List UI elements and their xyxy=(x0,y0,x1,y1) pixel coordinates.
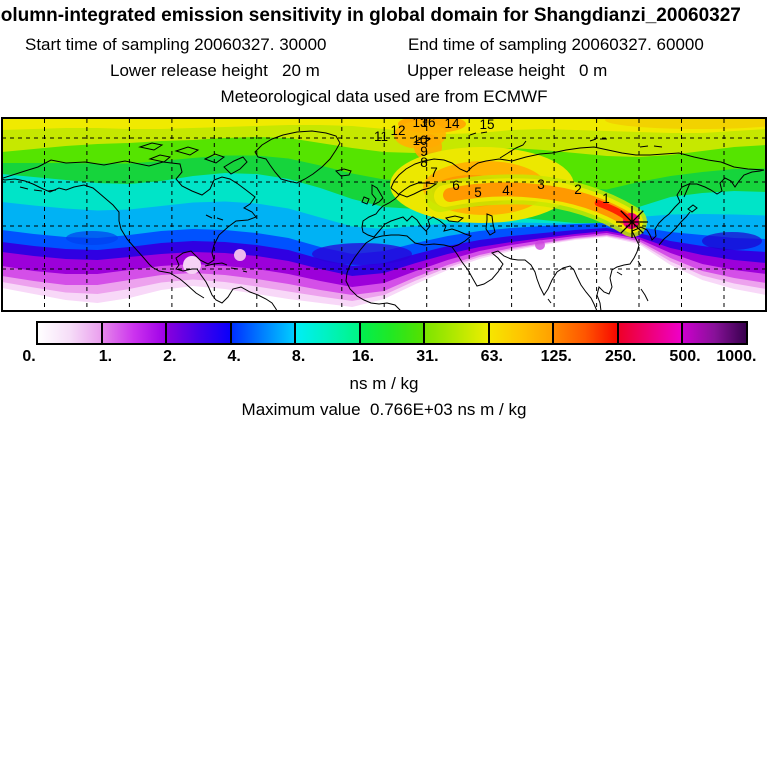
colorbar-tick-8.: 8. xyxy=(291,348,306,365)
trajectory-marker-16: 16 xyxy=(420,117,435,130)
page-title: Column-integrated emission sensitivity i… xyxy=(0,5,741,26)
map-border xyxy=(1,117,767,312)
colorbar-tick-63.: 63. xyxy=(480,348,503,365)
trajectory-marker-5: 5 xyxy=(474,185,482,200)
trajectory-marker-9: 9 xyxy=(420,144,428,159)
end-time-label: End time of sampling 20060327. 60000 xyxy=(408,35,704,54)
colorbar-tick-1000.: 1000. xyxy=(716,348,757,365)
trajectory-marker-1: 1 xyxy=(602,191,610,206)
trajectory-marker-6: 6 xyxy=(452,178,460,193)
colorbar-tick-500.: 500. xyxy=(669,348,701,365)
colorbar-tick-labels: 0. 1. 2. 4. 8. 16. 31. 63. 125. 250. 500. 1000. xyxy=(0,348,768,366)
trajectory-marker-10: 10 xyxy=(412,133,427,148)
colorbar-tick-250.: 250. xyxy=(605,348,637,365)
trajectory-marker-15: 15 xyxy=(479,117,494,132)
colorbar-segment-2 xyxy=(167,323,232,343)
start-time-label: Start time of sampling 20060327. 30000 xyxy=(25,35,327,54)
trajectory-marker-4: 4 xyxy=(502,183,510,198)
trajectory-marker-8: 8 xyxy=(420,155,428,170)
met-source-label: Meteorological data used are from ECMWF xyxy=(220,87,548,106)
trajectory-marker-3: 3 xyxy=(537,177,545,192)
trajectory-marker-2: 2 xyxy=(574,182,582,197)
colorbar-segment-4 xyxy=(296,323,361,343)
trajectory-marker-7: 7 xyxy=(430,165,438,180)
lower-release-label: Lower release height 20 m xyxy=(110,61,320,80)
colorbar-tick-31.: 31. xyxy=(416,348,439,365)
colorbar-segment-3 xyxy=(231,323,297,343)
colorbar-segment-8 xyxy=(554,323,619,343)
colorbar-segment-7 xyxy=(489,323,555,343)
colorbar-segment-5 xyxy=(360,323,426,343)
colorbar-tick-16.: 16. xyxy=(351,348,375,365)
colorbar-tick-4.: 4. xyxy=(227,348,241,365)
colorbar xyxy=(36,321,748,345)
colorbar-tick-1.: 1. xyxy=(98,348,113,365)
colorbar-tick-2.: 2. xyxy=(163,348,177,365)
trajectory-marker-12: 12 xyxy=(390,123,405,138)
map-plume-overlays xyxy=(66,118,766,274)
trajectory-marker-14: 14 xyxy=(444,117,460,131)
colorbar-segment-1 xyxy=(102,323,168,343)
colorbar-tick-125.: 125. xyxy=(540,348,572,365)
color-band xyxy=(2,237,766,311)
colorbar-segment-10 xyxy=(683,323,747,343)
map-coastlines xyxy=(2,130,765,311)
trajectory-marker-13: 13 xyxy=(412,117,427,130)
colorbar-segment-9 xyxy=(618,323,684,343)
colorbar-units-label: ns m / kg xyxy=(349,374,419,393)
colorbar-tick-0.: 0. xyxy=(22,348,36,365)
colorbar-segment-0 xyxy=(38,323,103,343)
max-value-label: Maximum value 0.766E+03 ns m / kg xyxy=(241,400,527,419)
upper-release-label: Upper release height 0 m xyxy=(407,61,608,80)
trajectory-marker-11: 11 xyxy=(374,129,388,144)
receptor-marker xyxy=(620,210,644,234)
colorbar-segment-6 xyxy=(425,323,490,343)
